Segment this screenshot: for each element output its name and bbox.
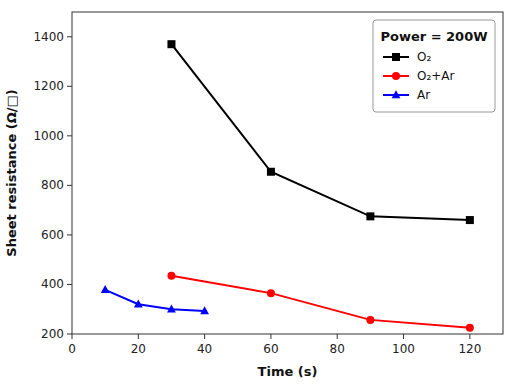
y-tick-label: 800 xyxy=(41,178,64,192)
data-point xyxy=(134,299,143,307)
legend-marker xyxy=(392,53,400,61)
data-point xyxy=(466,324,474,332)
series-line xyxy=(105,290,204,311)
y-axis-label: Sheet resistance (Ω/□) xyxy=(4,89,19,256)
x-tick-label: 120 xyxy=(458,342,481,356)
x-tick xyxy=(337,334,338,339)
series-line xyxy=(171,44,469,220)
data-point xyxy=(267,289,275,297)
x-tick xyxy=(403,334,404,339)
y-tick xyxy=(67,234,72,235)
x-tick-label: 20 xyxy=(131,342,146,356)
legend-marker xyxy=(392,90,401,98)
y-tick xyxy=(67,36,72,37)
y-tick-label: 600 xyxy=(41,228,64,242)
data-point xyxy=(167,272,175,280)
legend-title: Power = 200W xyxy=(380,29,487,44)
y-tick-label: 1400 xyxy=(33,30,64,44)
plot-frame xyxy=(72,12,503,334)
y-tick xyxy=(67,135,72,136)
x-tick xyxy=(204,334,205,339)
y-tick-label: 200 xyxy=(41,327,64,341)
x-tick xyxy=(270,334,271,339)
chart: 0 20 40 60 80 100 120 200 400 600 800 1000 1200 1400 T… xyxy=(0,0,517,386)
data-point xyxy=(200,306,209,314)
x-tick-label: 40 xyxy=(197,342,212,356)
legend: Power = 200W O₂ O₂+Ar Ar xyxy=(373,20,495,112)
y-tick-label: 1000 xyxy=(33,129,64,143)
series-line xyxy=(171,276,469,328)
legend-label: O₂ xyxy=(417,50,431,64)
legend-box xyxy=(373,20,495,112)
y-tick-label: 400 xyxy=(41,277,64,291)
data-point xyxy=(466,216,474,224)
x-tick-label: 60 xyxy=(263,342,278,356)
legend-marker xyxy=(392,72,400,80)
data-point xyxy=(167,304,176,312)
y-tick xyxy=(67,86,72,87)
data-point xyxy=(366,212,374,220)
data-point xyxy=(101,285,110,293)
legend-label: O₂+Ar xyxy=(417,69,455,83)
x-axis-label: Time (s) xyxy=(258,364,318,379)
data-point xyxy=(366,316,374,324)
y-tick xyxy=(67,284,72,285)
legend-label: Ar xyxy=(417,88,430,102)
y-tick xyxy=(67,185,72,186)
x-tick xyxy=(469,334,470,339)
x-tick-label: 80 xyxy=(330,342,345,356)
x-tick xyxy=(138,334,139,339)
data-point xyxy=(167,40,175,48)
x-tick-label: 100 xyxy=(392,342,415,356)
y-tick xyxy=(67,334,72,335)
y-tick-label: 1200 xyxy=(33,79,64,93)
x-tick xyxy=(72,334,73,339)
x-tick-label: 0 xyxy=(68,342,76,356)
data-point xyxy=(267,168,275,176)
